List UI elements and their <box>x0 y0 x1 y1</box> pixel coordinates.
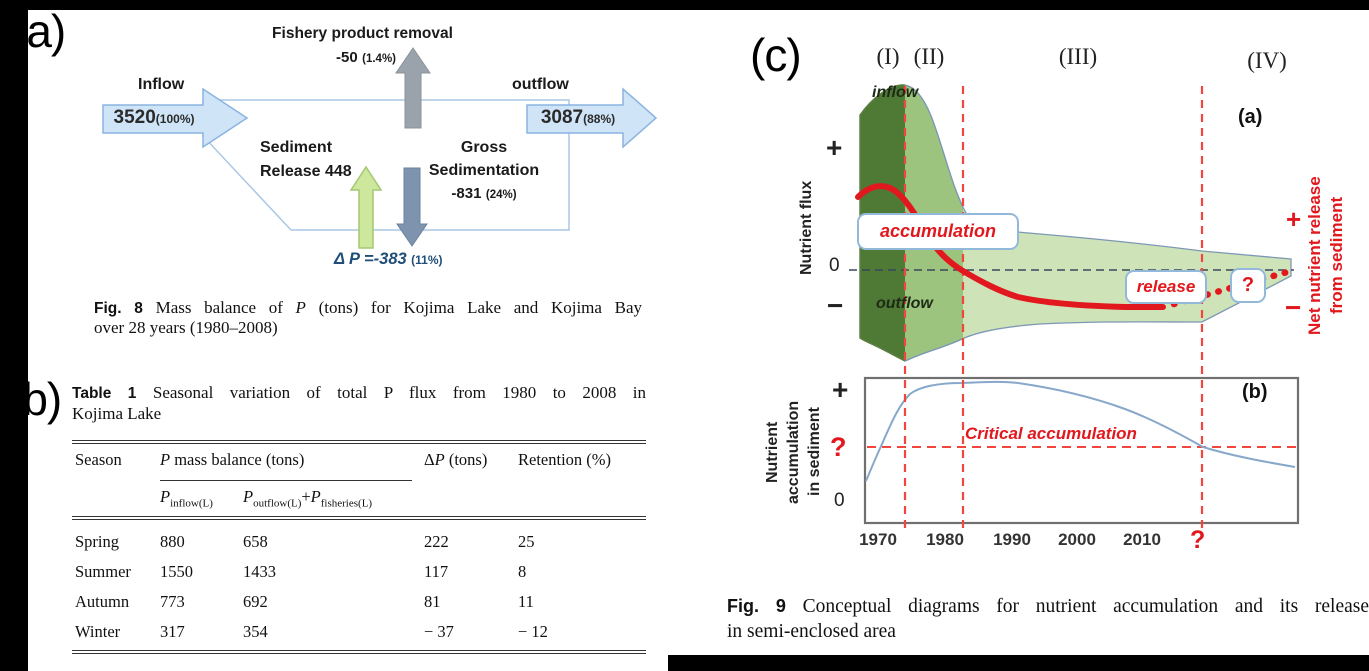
x-tick-1990: 1990 <box>993 530 1031 549</box>
col-header-delta-p: ΔP (tons) <box>424 450 488 469</box>
fig8-caption-line2: over 28 years (1980–2008) <box>94 318 278 337</box>
sediment-release-label: Sediment Release 448 <box>260 139 352 180</box>
subpanel-b-label: (b) <box>1242 381 1268 403</box>
table-rule-top <box>72 440 646 444</box>
gross-sedimentation-arrow <box>396 167 428 247</box>
net-release-plus: + <box>1286 204 1302 234</box>
gross-sedimentation-label: Gross Sedimentation -831 (24%) <box>428 139 540 202</box>
table-rule-subheader <box>160 480 412 482</box>
accumulation-zero-tick: 0 <box>834 490 845 511</box>
outflow-value: 3087(88%) <box>540 107 616 128</box>
table1-caption-line1: Table 1 Seasonal variation of total P fl… <box>72 383 646 402</box>
col-subheader-p-outflow-fisheries: Poutflow(L)+Pfisheries(L) <box>243 487 373 510</box>
accumulation-y-axis-label: Nutrient accumulation in sediment <box>764 400 823 504</box>
table-rule-bottom <box>72 650 646 654</box>
phase-label-2: (II) <box>913 44 945 69</box>
left-black-bar <box>0 0 28 671</box>
net-release-axis-label: Net nutrient release from sediment <box>1305 176 1346 335</box>
delta-p-label: Δ P =-383 (11%) <box>334 250 443 268</box>
inflow-region-label: inflow <box>872 84 919 101</box>
phase-label-4: (IV) <box>1247 48 1287 73</box>
col-header-retention: Retention (%) <box>518 450 612 469</box>
col-subheader-p-inflow: Pinflow(L) <box>160 487 213 510</box>
inflow-label: Inflow <box>138 76 185 93</box>
outflow-arrow <box>526 87 658 149</box>
sediment-accumulation-curve <box>865 380 1296 482</box>
outflow-region-label: outflow <box>876 295 933 312</box>
top-black-bar <box>0 0 1369 10</box>
x-tick-1970: 1970 <box>859 530 897 549</box>
accumulation-plus-tick: + <box>832 374 849 405</box>
phase-label-3: (III) <box>1058 44 1098 69</box>
fishery-removal-arrow <box>395 47 431 129</box>
col-header-season: Season <box>75 450 122 469</box>
inflow-arrow <box>102 87 249 149</box>
accumulation-callout: accumulation <box>857 213 1019 250</box>
subpanel-a-label: (a) <box>1238 106 1263 128</box>
x-tick-question: ? <box>1190 526 1206 554</box>
release-callout: release <box>1125 270 1207 304</box>
fishery-removal-value: -50 (1.4%) <box>335 49 396 66</box>
critical-accumulation-label: Critical accumulation <box>965 424 1137 443</box>
fig9-caption-line1: Fig. 9 Conceptual diagrams for nutrient … <box>727 596 1369 617</box>
inflow-value: 3520(100%) <box>113 107 195 128</box>
question-callout: ? <box>1230 268 1266 303</box>
flux-y-axis-label: Nutrient flux <box>798 180 815 276</box>
table1-caption-line2: Kojima Lake <box>72 404 162 423</box>
accumulation-chart-frame <box>863 376 1300 525</box>
accumulation-question-tick: ? <box>830 432 847 462</box>
flux-plus-tick: + <box>826 132 843 163</box>
bottom-right-black-bar <box>668 655 1369 671</box>
x-tick-2000: 2000 <box>1058 530 1096 549</box>
net-release-minus: − <box>1285 292 1302 323</box>
panel-c-letter: (c) <box>750 29 802 81</box>
outflow-label: outflow <box>512 76 569 93</box>
phase-label-1: (I) <box>876 44 900 69</box>
table-rule-header <box>72 516 646 520</box>
fig8-caption-line1: Fig. 8 Mass balance of P (tons) for Koji… <box>94 298 642 317</box>
fishery-removal-title: Fishery product removal <box>272 25 453 42</box>
flux-minus-tick: − <box>827 290 844 321</box>
sediment-release-arrow <box>349 165 383 249</box>
x-tick-1980: 1980 <box>926 530 964 549</box>
flux-zero-tick: 0 <box>829 255 840 276</box>
x-tick-2010: 2010 <box>1123 530 1161 549</box>
col-header-mass-balance: P mass balance (tons) <box>160 450 305 469</box>
fig9-caption-line2: in semi-enclosed area <box>727 621 896 642</box>
net-flux-curve-solid <box>855 183 1166 310</box>
